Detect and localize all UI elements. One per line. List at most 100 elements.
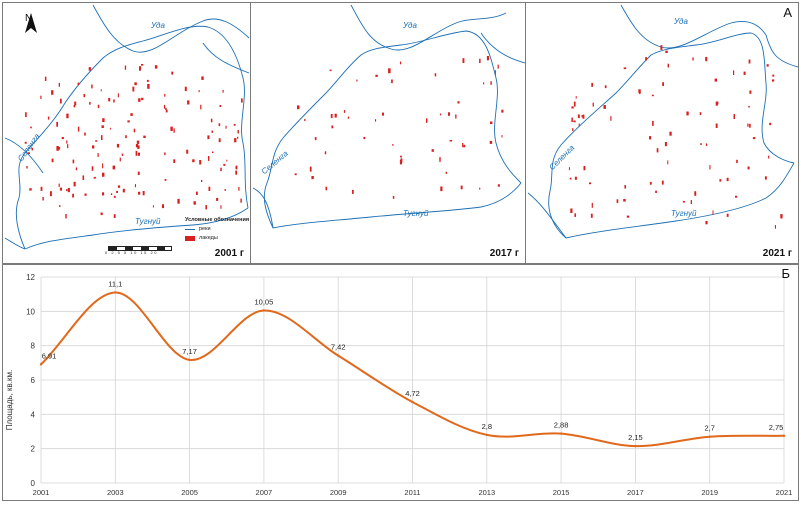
data-point: [411, 400, 414, 404]
lake-patch: [132, 86, 135, 92]
lake-patch: [439, 113, 442, 116]
lake-patch: [125, 135, 127, 139]
lake-patch: [173, 159, 176, 163]
lake-patch: [455, 114, 457, 119]
data-point: [485, 433, 488, 437]
lake-patch: [165, 109, 168, 113]
lake-patch: [59, 205, 61, 207]
lake-patch: [223, 163, 226, 166]
lake-patch: [690, 200, 692, 204]
lake-patch: [638, 89, 641, 94]
lake-patch: [113, 99, 115, 103]
lake-patch: [392, 144, 394, 146]
data-label: 2,15: [628, 433, 643, 442]
lake-patch: [237, 130, 239, 134]
data-point: [634, 444, 637, 448]
lake-patch: [686, 111, 689, 116]
x-tick-label: 2001: [33, 488, 50, 497]
lake-patch: [325, 186, 328, 191]
lake-patch: [29, 188, 32, 191]
lake-patch: [238, 186, 240, 191]
lake-patch: [212, 151, 214, 154]
lake-patch: [101, 135, 103, 140]
lake-patch: [218, 123, 221, 127]
lake-patch: [309, 166, 312, 172]
lake-patch: [501, 109, 504, 113]
lake-patch: [662, 82, 664, 86]
lake-patch: [705, 221, 708, 225]
lake-patch: [58, 147, 61, 150]
lake-patch: [40, 95, 42, 99]
lake-patch: [449, 140, 453, 142]
lake-patch: [616, 199, 619, 203]
chart-grid: [40, 276, 785, 484]
legend-river-swatch: [185, 228, 195, 230]
lake-patch: [186, 149, 189, 154]
lake-patch: [198, 90, 200, 93]
lake-patches-2021: [568, 45, 783, 229]
lake-patch: [705, 143, 708, 146]
lake-patch: [110, 193, 113, 195]
lake-patch: [163, 104, 166, 109]
y-tick-label: 12: [26, 273, 35, 282]
panel-letter-a: А: [783, 5, 792, 20]
lake-patch: [102, 118, 105, 122]
lake-patch: [220, 205, 222, 209]
lake-patch: [497, 64, 499, 69]
lake-patch: [211, 130, 213, 133]
y-axis-title: Площадь, кв.км.: [5, 370, 14, 430]
lake-patch: [65, 214, 67, 219]
lake-patch: [457, 101, 460, 104]
lake-patch: [649, 136, 652, 140]
lake-patch: [324, 151, 327, 155]
x-tick-label: 2003: [107, 488, 124, 497]
lake-patch: [479, 58, 481, 64]
lake-patch: [431, 149, 434, 152]
lake-patch: [216, 198, 219, 201]
data-label: 7,17: [182, 347, 197, 356]
lake-patch: [61, 137, 64, 140]
lake-patch: [733, 114, 735, 119]
y-axis-ticks: 0 2 4 6 8 10 12: [26, 273, 35, 488]
map-2021: А Уда Селенга Тугнуй 2021 г: [526, 3, 798, 263]
lake-patch: [747, 166, 750, 170]
lake-patch: [589, 182, 592, 185]
chart-panel: Б 0 2 4 6 8 10 12 2001 2003 2005 2007 2009 2011 2013…: [2, 264, 799, 501]
lake-patch: [694, 191, 697, 196]
lake-patch: [56, 146, 59, 151]
lake-patch: [624, 185, 626, 189]
lake-patch: [74, 101, 77, 106]
lake-patch: [772, 79, 775, 82]
lake-patch: [719, 179, 722, 182]
y-tick-label: 8: [31, 342, 36, 351]
lake-patch: [749, 123, 751, 128]
lake-patch: [735, 195, 738, 198]
y-tick-label: 6: [31, 376, 36, 385]
lake-patch: [77, 126, 80, 132]
lake-patch: [343, 110, 346, 113]
lake-patch: [772, 74, 775, 77]
lake-patch: [582, 114, 585, 119]
lake-patch: [489, 140, 493, 144]
lake-patch: [165, 107, 167, 110]
lake-patch: [462, 143, 464, 148]
lake-patch: [572, 128, 574, 132]
lake-patch: [42, 197, 44, 201]
data-labels: 6,91 11,1 7,17 10,05 7,42 4,72 2,8 2,88 2,15 2,7 2…: [39, 279, 786, 448]
lake-patch: [501, 135, 503, 138]
lake-patch: [44, 76, 47, 81]
lake-patch: [610, 116, 612, 121]
lake-patch: [200, 104, 202, 110]
lake-patch: [27, 152, 30, 155]
lake-patch: [143, 135, 146, 138]
lake-patch: [304, 118, 306, 122]
lake-patch: [141, 97, 144, 101]
lake-patch: [138, 191, 141, 195]
data-label: 4,72: [405, 389, 420, 398]
lake-patch: [645, 57, 647, 61]
maps-panel: N Уда Селенга Тугнуй Условные обозначени…: [2, 2, 799, 264]
lake-patch: [136, 140, 140, 144]
x-tick-label: 2021: [776, 488, 793, 497]
lake-patch: [375, 74, 378, 77]
lake-patch: [26, 166, 28, 169]
